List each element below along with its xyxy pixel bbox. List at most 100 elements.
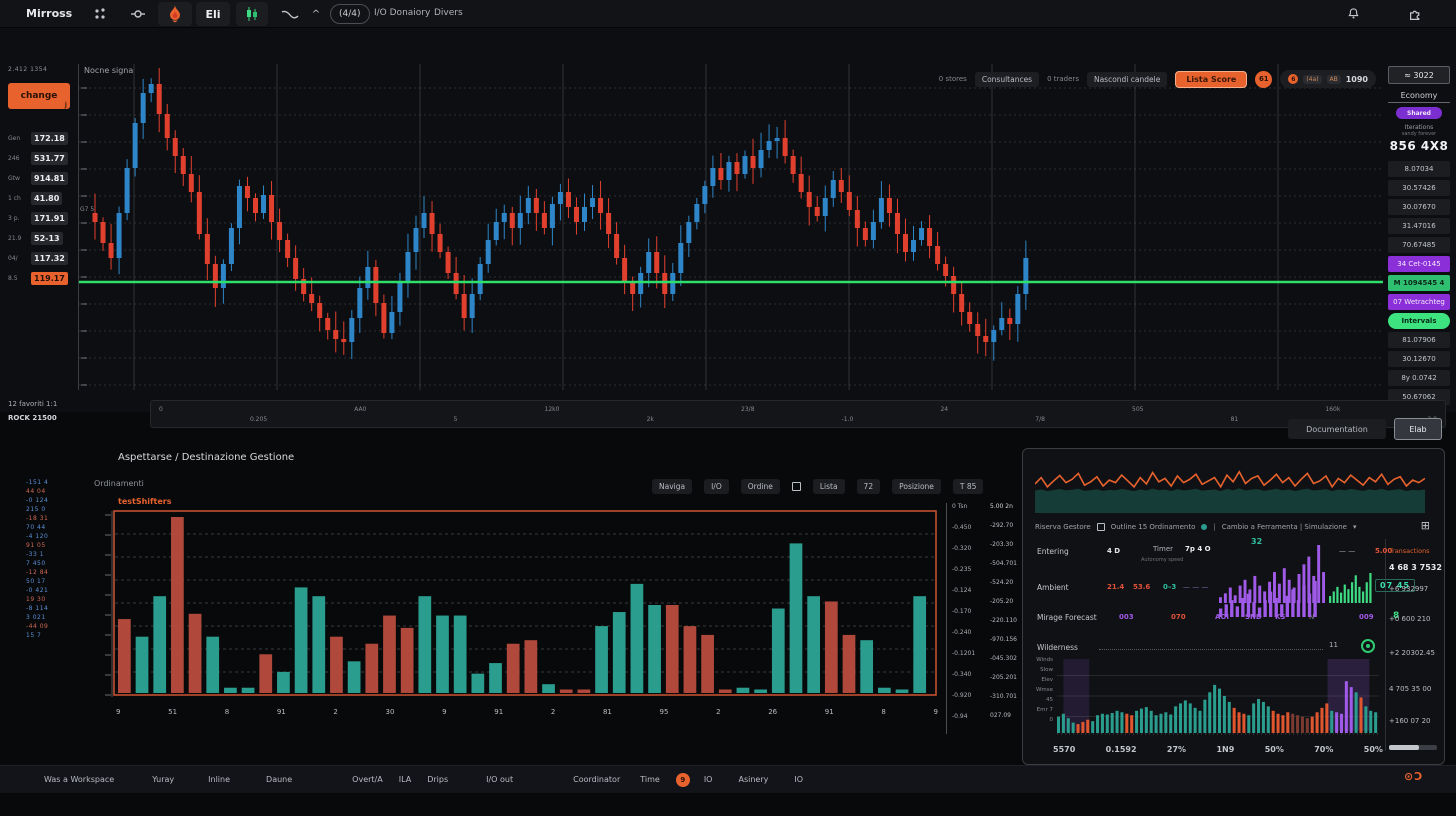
watch-tick: -44 09	[26, 623, 49, 630]
panel-tool-72[interactable]: 72	[856, 478, 881, 494]
status-item[interactable]: ILA	[398, 775, 412, 784]
ladder-big-value: 856 4X8	[1389, 139, 1449, 153]
bell-icon[interactable]	[1340, 2, 1366, 26]
status-item[interactable]: Overt/A	[352, 775, 383, 784]
panel-tool-t-85[interactable]: T 85	[952, 478, 984, 494]
price-row-greenpill[interactable]: Intervals	[1388, 313, 1450, 329]
candles-icon[interactable]	[236, 2, 268, 26]
scroll-tick: 7/8	[1035, 415, 1045, 423]
ladder-row[interactable]: 04/117.32	[8, 249, 70, 268]
price-row-plain[interactable]: 8y 0.0742	[1388, 370, 1450, 386]
filter-right-label[interactable]: Cambio a Ferramenta | Simulazione	[1221, 523, 1347, 531]
status-item[interactable]: Daune	[266, 775, 293, 784]
x-tick-label: 91	[494, 708, 504, 716]
ladder-row[interactable]: 246 531.77	[8, 149, 70, 168]
price-row-plain[interactable]: 8.07034	[1388, 161, 1450, 177]
puzzle-icon[interactable]	[1402, 2, 1428, 26]
price-row-plain[interactable]: 30.07670	[1388, 199, 1450, 215]
panel-tool-i-o[interactable]: I/O	[704, 478, 729, 494]
price-row-green[interactable]: M 1094545 4	[1388, 275, 1450, 291]
grid-dots-icon[interactable]	[86, 2, 114, 26]
price-row-plain[interactable]: 30.12670	[1388, 351, 1450, 367]
x-tick-label: 8	[224, 708, 230, 716]
scale-b-value: -292.70	[990, 522, 1014, 529]
status-item[interactable]: Was a Workspace	[44, 775, 115, 784]
caret-down-icon[interactable]: ▾	[1352, 523, 1357, 531]
panel-tool-naviga[interactable]: Naviga	[652, 478, 693, 494]
status-item[interactable]: Asinery	[738, 775, 769, 784]
ladder-row[interactable]: 21.9 52-13	[8, 229, 70, 248]
scale-b-value: -203.30	[990, 541, 1014, 548]
panel-tool-ordine[interactable]: Ordine	[740, 478, 780, 494]
status-item[interactable]: I/O out	[486, 775, 514, 784]
filter-left-label[interactable]: Riserva Gestore	[1035, 523, 1091, 531]
status-item[interactable]: Drips	[427, 775, 449, 784]
scroll-tick: 0	[159, 405, 163, 413]
ladder-row[interactable]: Gtw 914.81	[8, 169, 70, 188]
overlay-nascondi-button[interactable]: Nascondi candele	[1086, 71, 1168, 87]
elab-button[interactable]: Elab	[1394, 418, 1442, 440]
price-row-purple[interactable]: 07 Wetrachteg	[1388, 294, 1450, 310]
change-button[interactable]: change j	[8, 83, 70, 109]
candlestick-chart[interactable]	[78, 64, 1422, 390]
status-item[interactable]: IO	[703, 775, 713, 784]
price-row-purple[interactable]: 34 Cet-0145	[1388, 256, 1450, 272]
chevron-up-icon[interactable]: ^	[311, 8, 321, 20]
filter-checkbox-label[interactable]: Outline 15 Ordinamento	[1110, 523, 1196, 531]
divers-label[interactable]: Divers	[434, 8, 463, 18]
pager-pill[interactable]: (4/4)	[330, 4, 370, 24]
overlay-consultances-button[interactable]: Consultances	[974, 71, 1040, 87]
eli-button[interactable]: Eli	[196, 2, 230, 26]
grid-view-icon[interactable]: ⊞	[1420, 519, 1430, 532]
row2-dashes: — — —	[1183, 583, 1209, 591]
refresh-circle-icon[interactable]	[1361, 639, 1375, 653]
panel-tool-posizione[interactable]: Posizione	[892, 478, 941, 494]
row1-red-value: 5.00	[1375, 547, 1393, 555]
ladder-row[interactable]: 3 p. 171.91	[8, 209, 70, 228]
status-item[interactable]: Inline	[208, 775, 231, 784]
status-item[interactable]: Coordinator	[573, 775, 621, 784]
lista-score-button[interactable]: Lista Score	[1175, 70, 1248, 88]
panel-checkbox-icon[interactable]	[791, 481, 801, 491]
transaction-value: +0 600 210	[1389, 615, 1431, 623]
x-tick-label: 91	[824, 708, 834, 716]
shared-tag[interactable]: Shared	[1396, 107, 1442, 119]
orange-badge[interactable]: 61	[1255, 70, 1273, 88]
status-item[interactable]: IO	[794, 775, 804, 784]
card-bottom-axis: 5570 0.1592 27% 1N9 50% 70% 50%	[1053, 745, 1383, 754]
status-orange-icon[interactable]: ⊙Ɔ	[1404, 770, 1424, 783]
watch-tick: 215 0	[26, 506, 46, 513]
status-bar: Was a Workspace Yuray Inline Daune Overt/A IL…	[0, 765, 1456, 793]
dense-bar-chart[interactable]	[1057, 655, 1379, 737]
row1-cell2-sub: Autonomy speed	[1141, 557, 1184, 563]
price-row-plain[interactable]: 81.07906	[1388, 332, 1450, 348]
wave-icon[interactable]	[278, 2, 302, 26]
price-row-plain[interactable]: 31.47016	[1388, 218, 1450, 234]
counter-pill[interactable]: 6 (4a) AB 1090	[1280, 70, 1376, 88]
documentation-button[interactable]: Documentation	[1288, 419, 1386, 439]
row1-cell3: 7p 4 O	[1185, 545, 1211, 553]
price-row-plain[interactable]: 70.67485	[1388, 237, 1450, 253]
analytics-card: Riserva Gestore Outline 15 Ordinamento |…	[1022, 448, 1445, 765]
volume-profile-chart[interactable]	[100, 505, 955, 705]
wilderness-slider[interactable]	[1099, 649, 1323, 650]
panel-tool-lista[interactable]: Lista	[812, 478, 845, 494]
ladder-row[interactable]: Gen 172.18	[8, 129, 70, 148]
flame-icon[interactable]	[158, 2, 192, 26]
transaction-value: +160 07 20	[1389, 717, 1431, 725]
orange-sparkline-chart[interactable]	[1034, 461, 1426, 517]
status-item[interactable]: Time	[640, 775, 660, 784]
ladder-row[interactable]: 8.5 119.17	[8, 269, 70, 288]
ladder-row[interactable]: 1 ch 41.80	[8, 189, 70, 208]
slider-icon[interactable]	[124, 2, 152, 26]
status-item[interactable]: Yuray	[152, 775, 175, 784]
status-badge[interactable]: 9	[675, 772, 690, 787]
scale-a-value: -0.124	[952, 587, 972, 594]
chart-scrollbar[interactable]: 00.205AA0512k02k23/8-1.0247/850581160k2 …	[150, 400, 1446, 428]
price-row-plain[interactable]: 30.57426	[1388, 180, 1450, 196]
io-donaiory-label[interactable]: I/O Donaiory	[374, 8, 431, 18]
range-box[interactable]: ≈ 3022	[1388, 66, 1450, 84]
transaction-value: +2 20302.45	[1389, 649, 1435, 657]
filter-checkbox[interactable]	[1096, 523, 1105, 531]
transaction-value: 4 705 35 00	[1389, 685, 1432, 693]
